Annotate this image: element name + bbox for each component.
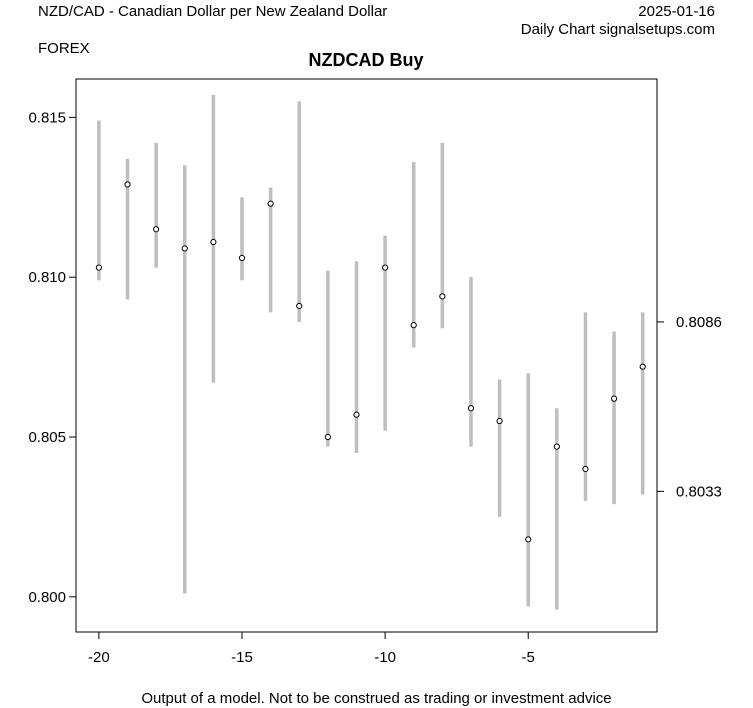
- range-bars: [97, 94, 645, 610]
- close-points: [95, 181, 646, 543]
- right-tick-label-1: 0.8033: [676, 483, 722, 500]
- y-tick-label-3: 0.815: [28, 109, 66, 126]
- right-tick-label-0: 0.8086: [676, 314, 722, 331]
- close-point-14: [496, 417, 503, 425]
- chart-source: Daily Chart signalsetups.com: [520, 21, 715, 38]
- x-tick-label-2: -10: [374, 649, 396, 666]
- close-point-13: [467, 405, 475, 412]
- y-axis: 0.800 0.805 0.810 0.815: [28, 109, 76, 606]
- right-axis: 0.8086 0.8033: [657, 314, 722, 500]
- close-point-18: [610, 395, 618, 402]
- asset-category: FOREX: [38, 40, 90, 57]
- close-point-5: [238, 254, 246, 262]
- y-tick-label-2: 0.810: [28, 269, 66, 286]
- close-point-8: [324, 433, 331, 441]
- close-point-7: [296, 302, 303, 310]
- x-tick-label-1: -15: [231, 649, 253, 666]
- close-point-2: [153, 226, 160, 233]
- x-tick-label-3: -5: [522, 649, 535, 666]
- close-point-4: [210, 238, 217, 246]
- close-point-1: [124, 181, 131, 188]
- chart-date: 2025-01-16: [638, 3, 715, 20]
- y-tick-label-0: 0.800: [28, 589, 66, 606]
- close-point-10: [382, 264, 389, 271]
- close-point-19: [639, 363, 646, 370]
- close-point-3: [181, 245, 188, 252]
- y-tick-label-1: 0.805: [28, 429, 66, 446]
- chart-title: NZDCAD Buy: [309, 50, 424, 70]
- pair-title: NZD/CAD - Canadian Dollar per New Zealan…: [38, 3, 388, 20]
- close-point-12: [439, 293, 446, 300]
- close-point-11: [410, 322, 417, 329]
- x-axis: -20 -15 -10 -5: [88, 632, 535, 666]
- disclaimer: Output of a model. Not to be construed a…: [141, 690, 612, 707]
- close-point-9: [353, 411, 360, 418]
- plot-frame: [75, 78, 658, 633]
- close-point-16: [553, 443, 560, 450]
- close-point-17: [582, 465, 589, 473]
- close-point-15: [525, 536, 532, 543]
- close-point-6: [267, 200, 274, 207]
- close-point-0: [95, 264, 102, 271]
- x-tick-label-0: -20: [88, 649, 110, 666]
